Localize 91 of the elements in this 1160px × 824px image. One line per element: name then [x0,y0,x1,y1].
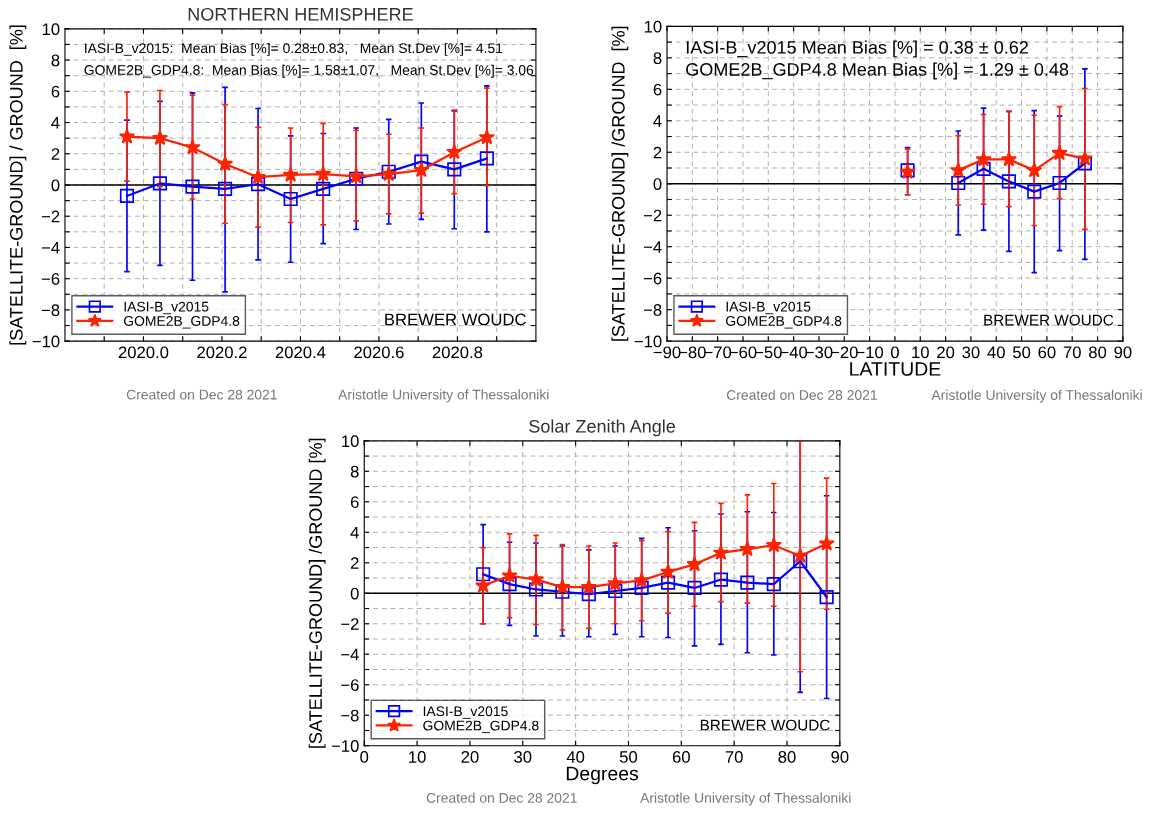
y-tick-label: 10 [644,20,662,33]
y-tick-label: 8 [653,52,662,65]
y-tick-label: 10 [342,435,359,448]
x-tick-label: −30 [805,346,833,359]
x-tick-label: 30 [962,346,980,359]
annotation: IASI-B_v2015 Mean Bias [%] = 0.38 ± 0.62 [686,40,1028,58]
annotation: IASI-B_v2015: Mean Bias [%]= 0.28±0.83, Mean St.Dev [%]= 4.51 [85,42,503,56]
x-tick-label: 2020.8 [432,346,483,359]
x-tick-label: 80 [1089,346,1107,359]
y-tick-label: 0 [653,178,662,190]
y-tick-label: 0 [350,587,359,600]
y-tick-label: −4 [41,242,60,254]
y-axis-title: [SATELLITE-GROUND] /GROUND [%] [308,438,326,748]
x-tick-label: 10 [409,751,426,763]
text: Created on Dec 28 2021 [126,389,277,400]
y-tick-label: 2 [653,146,662,159]
y-tick-label: 4 [51,117,60,129]
y-tick-label: −10 [32,335,60,348]
y-tick-label: 0 [51,179,60,192]
y-tick-label: −2 [41,210,60,223]
y-tick-label: −6 [41,273,60,285]
x-tick-label: 70 [725,751,743,763]
annotation: GOME2B_GDP4.8: Mean Bias [%]= 1.58±1.07, Mean St.Dev [%]= 3.06 [84,64,534,78]
x-tick-label: 20 [937,346,955,359]
y-tick-label: −8 [341,709,359,722]
text: Created on Dec 28 2021 [726,389,877,400]
y-tick-label: 2 [350,557,359,569]
x-tick-label: 90 [831,751,849,763]
x-tick-label: 2020.4 [275,346,326,359]
y-tick-label: 6 [350,496,359,509]
y-tick-label: 4 [653,115,662,127]
annotation: BREWER WOUDC [984,314,1114,326]
legend-label: GOME2B_GDP4.8 [726,316,842,329]
y-tick-label: −8 [643,304,662,316]
x-tick-label: 0 [890,346,899,359]
y-tick-label: 8 [51,54,60,67]
chart-title: Solar Zenith Angle [529,419,676,437]
annotation: BREWER WOUDC [700,719,830,731]
x-tick-label: 80 [778,751,796,763]
y-tick-label: −6 [341,679,359,691]
x-tick-label: −90 [653,346,681,359]
x-tick-label: 2020.2 [197,346,247,359]
legend-label: GOME2B_GDP4.8 [123,316,240,329]
y-tick-label: 6 [51,85,60,98]
legend-label: IASI-B_v2015 [124,301,209,315]
x-tick-label: −60 [729,346,757,359]
y-tick-label: 4 [350,526,359,539]
y-tick-label: 8 [350,465,359,478]
legend-label: IASI-B_v2015 [726,301,811,315]
x-tick-label: 0 [360,751,369,763]
x-tick-label: 90 [1114,346,1132,359]
text: Aristotle University of Thessaloniki [338,389,549,403]
text: Aristotle University of Thessaloniki [931,389,1142,403]
x-tick-label: 40 [566,751,585,763]
x-tick-label: 30 [514,751,532,763]
x-tick-label: 40 [987,346,1005,359]
y-tick-label: 2 [51,148,60,160]
x-tick-label: −40 [780,346,808,359]
y-axis-title: [SATELLITE-GROUND] /GROUND [%] [611,26,629,341]
x-tick-label: 10 [912,346,929,359]
y-tick-label: −10 [331,740,359,752]
x-tick-label: −70 [704,346,732,359]
x-tick-label: 60 [672,751,690,763]
annotation: GOME2B_GDP4.8 Mean Bias [%] = 1.29 ± 0.48 [686,62,1069,80]
x-tick-label: −80 [679,346,706,359]
y-tick-label: −8 [41,304,60,317]
x-axis-title: LATITUDE [850,362,941,376]
y-axis-title: [SATELLITE-GROUND] / GROUND [%] [9,25,27,345]
x-tick-label: 60 [1038,346,1056,359]
x-tick-label: 2020.6 [354,346,404,359]
x-axis-title: Degrees [566,766,639,785]
legend-label: GOME2B_GDP4.8 [423,720,539,734]
text: Created on Dec 28 2021 [426,792,577,803]
x-tick-label: 2020.0 [118,346,169,359]
y-tick-label: 10 [42,23,60,36]
x-tick-label: 50 [619,751,638,763]
x-tick-label: 70 [1063,346,1081,359]
x-tick-label: 20 [461,751,479,763]
y-tick-label: −2 [643,209,662,222]
y-tick-label: −2 [341,618,359,630]
y-tick-label: −10 [634,335,662,348]
chart-title: NORTHERN HEMISPHERE [188,7,413,21]
y-tick-label: 6 [653,83,662,96]
y-tick-label: −4 [643,241,662,253]
y-tick-label: −4 [341,648,359,661]
y-tick-label: −6 [643,272,662,285]
text: Aristotle University of Thessaloniki [640,792,851,806]
legend-label: IASI-B_v2015 [423,706,508,719]
x-tick-label: −10 [856,346,884,359]
x-tick-label: 50 [1012,346,1031,359]
annotation: BREWER WOUDC [385,313,526,326]
